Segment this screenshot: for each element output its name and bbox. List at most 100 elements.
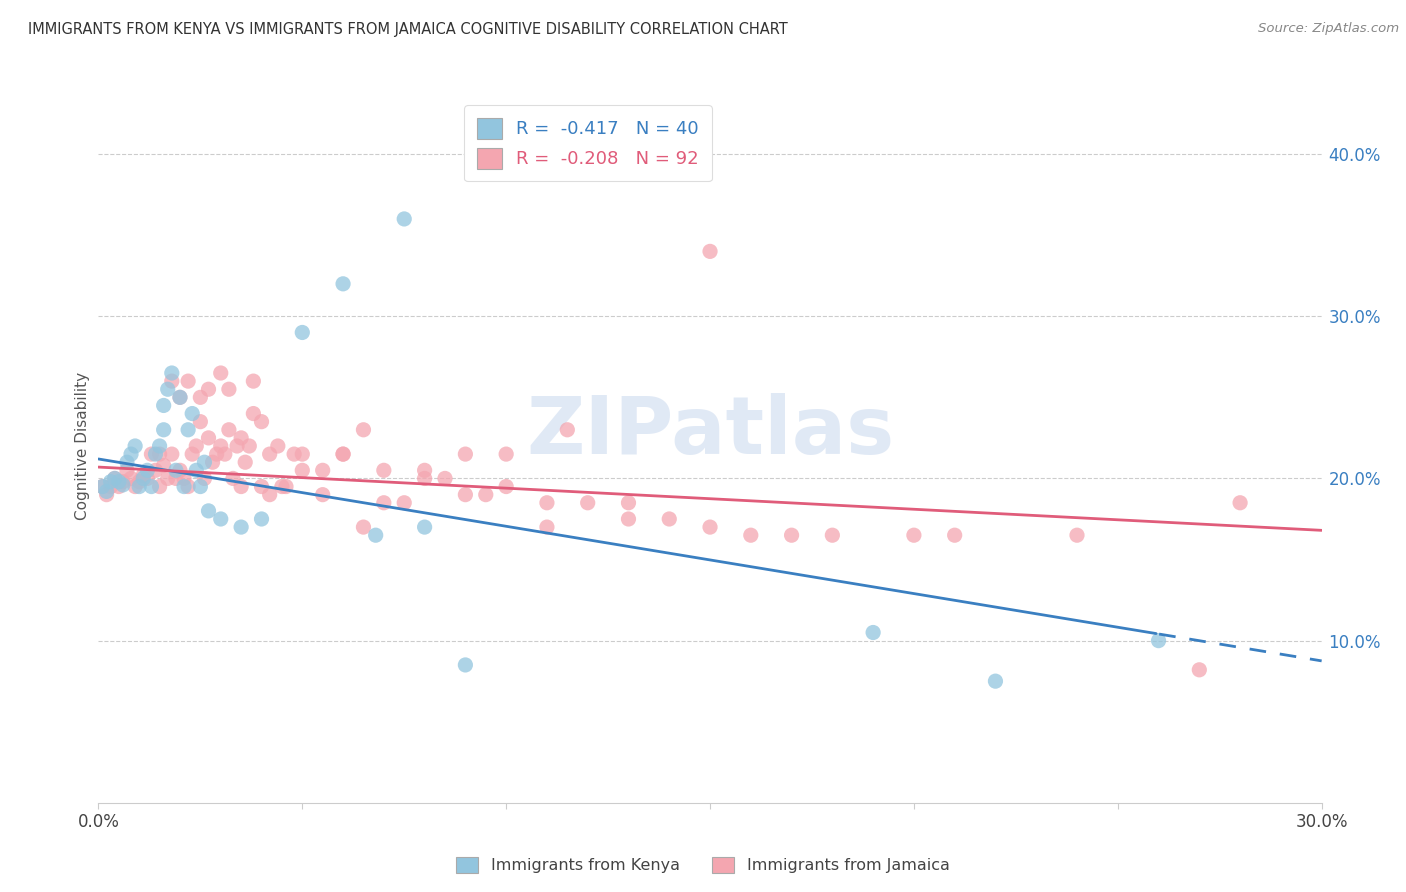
Point (91, 479, 114, 493)
Point (259, 447, 281, 461)
Legend: R =  -0.417   N = 40, R =  -0.208   N = 92: R = -0.417 N = 40, R = -0.208 N = 92 (464, 105, 711, 181)
Point (132, 471, 155, 485)
Point (124, 439, 146, 453)
Point (214, 447, 236, 461)
Point (270, 479, 294, 493)
Point (124, 479, 146, 493)
Point (259, 488, 281, 502)
Point (145, 463, 167, 477)
Point (173, 479, 195, 493)
Point (557, 423, 579, 437)
Point (100, 475, 122, 489)
Point (165, 463, 187, 477)
Point (205, 447, 228, 461)
Point (699, 244, 721, 259)
Point (454, 488, 477, 502)
Point (233, 455, 256, 469)
Point (209, 512, 232, 526)
Point (149, 439, 172, 453)
Point (104, 471, 127, 485)
Point (780, 528, 803, 542)
Point (141, 479, 163, 493)
Point (152, 458, 174, 473)
Point (576, 496, 599, 510)
Point (454, 447, 477, 461)
Point (231, 431, 253, 445)
Point (617, 512, 640, 526)
Point (156, 471, 179, 485)
Point (352, 520, 374, 534)
Point (226, 439, 249, 453)
Point (943, 528, 966, 542)
Point (434, 471, 457, 485)
Point (821, 528, 844, 542)
Point (136, 463, 159, 477)
Point (495, 447, 517, 461)
Point (145, 447, 167, 461)
Point (364, 528, 387, 542)
Point (128, 479, 150, 493)
Text: IMMIGRANTS FROM KENYA VS IMMIGRANTS FROM JAMAICA COGNITIVE DISABILITY CORRELATIO: IMMIGRANTS FROM KENYA VS IMMIGRANTS FROM… (28, 22, 787, 37)
Point (222, 471, 245, 485)
Point (120, 471, 142, 485)
Point (352, 423, 374, 437)
Point (156, 382, 179, 396)
Point (91, 479, 114, 493)
Text: ZIPatlas: ZIPatlas (526, 392, 894, 471)
Point (392, 211, 416, 226)
Point (231, 520, 253, 534)
Point (312, 488, 335, 502)
Point (1229, 496, 1251, 510)
Point (218, 382, 240, 396)
Point (231, 479, 253, 493)
Point (181, 447, 204, 461)
Point (274, 479, 297, 493)
Point (169, 390, 191, 404)
Point (201, 455, 224, 469)
Point (177, 374, 200, 388)
Point (209, 439, 232, 453)
Y-axis label: Cognitive Disability: Cognitive Disability (75, 372, 90, 520)
Point (536, 520, 558, 534)
Point (188, 390, 212, 404)
Point (120, 447, 142, 461)
Point (209, 366, 232, 380)
Point (903, 528, 925, 542)
Point (332, 447, 354, 461)
Point (413, 463, 436, 477)
Point (984, 674, 1007, 689)
Point (1188, 663, 1211, 677)
Point (250, 479, 273, 493)
Point (197, 504, 219, 518)
Legend: Immigrants from Kenya, Immigrants from Jamaica: Immigrants from Kenya, Immigrants from J… (450, 850, 956, 880)
Point (536, 496, 558, 510)
Point (136, 471, 159, 485)
Point (160, 374, 183, 388)
Point (283, 447, 305, 461)
Point (250, 512, 273, 526)
Point (197, 382, 219, 396)
Point (267, 439, 290, 453)
Point (242, 407, 264, 421)
Point (169, 390, 191, 404)
Point (152, 423, 174, 437)
Point (177, 423, 200, 437)
Point (454, 657, 477, 672)
Point (96, 484, 118, 499)
Point (188, 479, 212, 493)
Point (495, 479, 517, 493)
Point (152, 399, 174, 413)
Point (658, 512, 681, 526)
Point (111, 475, 134, 489)
Point (108, 479, 131, 493)
Point (132, 468, 155, 483)
Point (100, 479, 122, 493)
Point (173, 471, 195, 485)
Point (413, 471, 436, 485)
Point (177, 479, 200, 493)
Point (218, 423, 240, 437)
Point (186, 439, 208, 453)
Point (373, 496, 395, 510)
Point (197, 431, 219, 445)
Point (193, 455, 215, 469)
